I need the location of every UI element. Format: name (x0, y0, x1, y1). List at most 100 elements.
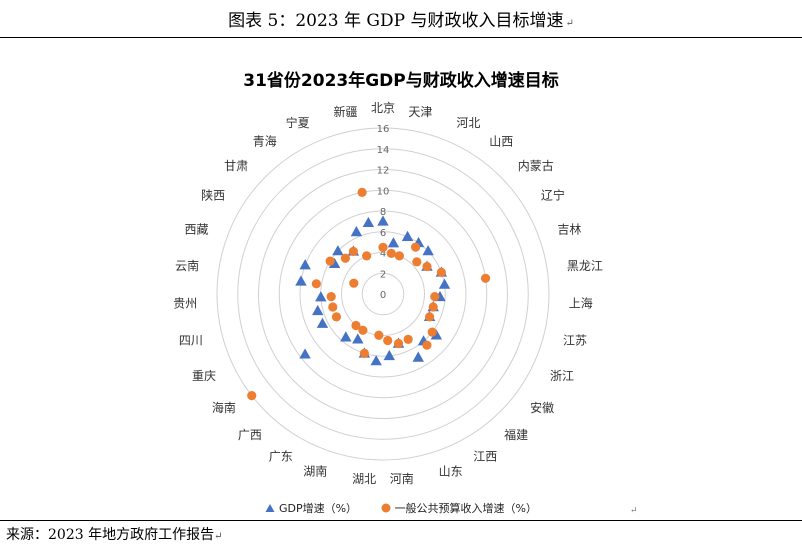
radial-tick-label: 0 (380, 290, 386, 301)
chart-title: 31省份2023年GDP与财政收入增速目标 (243, 71, 559, 91)
figure-title: 图表 5：2023 年 GDP 与财政收入目标增速 ↵ (228, 11, 574, 31)
gdp-point (299, 259, 311, 270)
category-label: 广西 (238, 428, 262, 442)
revenue-point (480, 273, 491, 283)
radar-chart: 0 2 4 6 8 10 12 14 16 北京 天津河北山西内蒙古辽宁吉林黑龙江上海江苏浙江安徽福… (173, 101, 603, 486)
grid-circle (216, 127, 550, 461)
category-label: 江苏 (563, 334, 587, 348)
category-label: 四川 (179, 334, 203, 348)
legend-item-revenue: 一般公共预算收入增速（%） (381, 500, 537, 516)
category-label: 浙江 (550, 369, 574, 383)
gdp-point (377, 215, 389, 226)
gdp-point (370, 355, 382, 366)
gdp-point (412, 351, 424, 362)
category-label: 福建 (504, 427, 528, 442)
bottom-rule (0, 520, 802, 521)
revenue-point (393, 338, 404, 349)
category-label: 北京 (371, 101, 395, 115)
category-label: 陕西 (201, 188, 225, 203)
gdp-point (340, 331, 352, 342)
category-label: 西藏 (185, 222, 209, 236)
radial-tick-label: 2 (380, 269, 386, 280)
top-rule (0, 37, 802, 38)
legend-label-revenue: 一般公共预算收入增速（%） (394, 502, 538, 515)
triangle-marker-icon (265, 504, 275, 512)
category-label: 山西 (489, 134, 513, 148)
revenue-point (326, 292, 336, 302)
category-label: 青海 (253, 133, 277, 148)
category-label: 新疆 (334, 104, 358, 119)
category-label: 海南 (212, 400, 236, 415)
grid-circle (361, 272, 405, 316)
revenue-point (328, 302, 338, 312)
paragraph-mark-icon: ↵ (214, 531, 223, 542)
category-label: 湖南 (303, 463, 327, 478)
revenue-point (412, 257, 422, 267)
radial-tick-label: 8 (380, 207, 386, 218)
category-label: 重庆 (192, 369, 216, 383)
category-label: 江西 (473, 450, 497, 464)
radial-tick-label: 6 (380, 228, 386, 239)
category-label: 云南 (175, 258, 199, 273)
gdp-point (430, 329, 443, 340)
revenue-point (357, 187, 367, 197)
category-label: 上海 (569, 295, 593, 310)
category-label: 安徽 (530, 400, 554, 415)
category-label: 湖北 (352, 471, 376, 486)
radial-tick-label: 12 (377, 166, 390, 177)
grid-circle (299, 210, 467, 378)
paragraph-mark-icon: ↵ (565, 18, 574, 29)
source-note: 来源：2023 年地方政府工作报告↵ (6, 527, 223, 543)
gdp-point (312, 304, 324, 316)
category-label: 吉林 (557, 222, 581, 236)
revenue-point (311, 279, 321, 289)
revenue-point (374, 330, 384, 340)
grid-circle (237, 148, 529, 440)
gdp-point (328, 257, 341, 269)
category-label: 河南 (390, 471, 414, 486)
revenue-point (422, 261, 432, 272)
revenue-point (331, 312, 342, 322)
radial-tick-label: 4 (380, 249, 386, 260)
revenue-point (403, 334, 413, 344)
gdp-point (383, 349, 395, 361)
category-label: 天津 (408, 105, 432, 119)
revenue-point (325, 256, 335, 266)
category-label: 宁夏 (286, 115, 310, 130)
grid-circle (278, 189, 488, 399)
revenue-point (359, 348, 369, 358)
category-label: 贵州 (173, 296, 197, 310)
revenue-point (386, 248, 396, 258)
revenue-point (362, 251, 372, 261)
legend-item-gdp: GDP增速（%） (265, 500, 357, 516)
gdp-point (316, 317, 329, 328)
gdp-point (438, 278, 451, 289)
revenue-point (428, 302, 438, 312)
revenue-point (436, 267, 446, 277)
revenue-point (422, 340, 432, 350)
revenue-point (349, 278, 359, 288)
gdp-point (362, 216, 375, 228)
gdp-point (352, 333, 364, 344)
category-label: 辽宁 (541, 188, 565, 203)
category-label: 广东 (269, 450, 293, 464)
grid-circle (258, 169, 508, 419)
revenue-point (394, 251, 404, 261)
gdp-point (332, 245, 344, 256)
category-label: 山东 (439, 464, 463, 478)
revenue-point (247, 391, 257, 401)
gdp-point (299, 348, 311, 359)
revenue-point (351, 320, 361, 331)
revenue-point (358, 325, 368, 335)
revenue-point (348, 246, 358, 257)
revenue-point (427, 327, 437, 337)
gdp-point (422, 245, 434, 256)
gdp-point (387, 237, 400, 248)
radial-tick-label: 10 (377, 186, 390, 197)
category-label: 内蒙古 (518, 158, 554, 173)
revenue-point (340, 253, 351, 263)
legend-label-gdp: GDP增速（%） (278, 502, 358, 515)
revenue-point (410, 242, 421, 252)
revenue-point (424, 312, 435, 322)
gdp-point (315, 291, 327, 302)
